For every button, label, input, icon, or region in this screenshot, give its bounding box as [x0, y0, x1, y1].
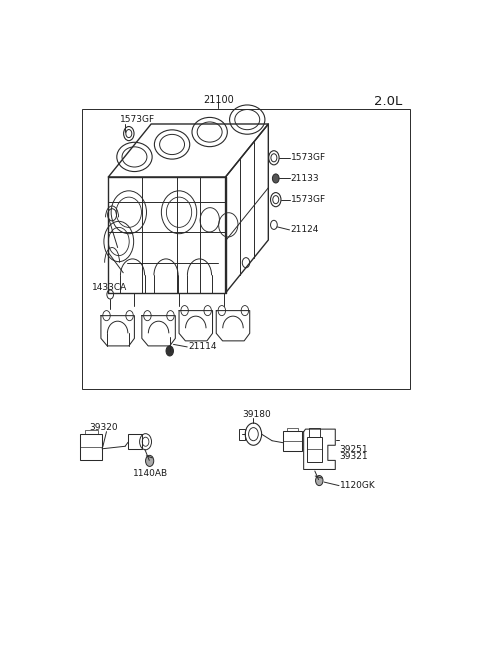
- Text: 39321: 39321: [340, 452, 368, 461]
- Text: 1140AB: 1140AB: [133, 468, 168, 477]
- Text: 1120GK: 1120GK: [340, 481, 375, 490]
- Bar: [128, 434, 142, 449]
- Circle shape: [145, 455, 154, 466]
- Text: 39251: 39251: [340, 445, 368, 454]
- Bar: [81, 434, 102, 460]
- Circle shape: [315, 476, 323, 485]
- Text: 21124: 21124: [290, 225, 319, 234]
- Text: 2.0L: 2.0L: [374, 95, 403, 107]
- Bar: [240, 428, 245, 440]
- Bar: [283, 430, 302, 451]
- Text: 1433CA: 1433CA: [92, 284, 127, 292]
- Text: 21114: 21114: [188, 343, 216, 352]
- Text: 21133: 21133: [290, 174, 319, 183]
- Text: 1573GF: 1573GF: [290, 195, 326, 204]
- Text: 39320: 39320: [89, 423, 118, 432]
- Bar: [309, 428, 321, 437]
- Text: 1573GF: 1573GF: [290, 153, 326, 162]
- Bar: [307, 437, 322, 462]
- Text: 21100: 21100: [203, 95, 234, 105]
- Bar: [85, 430, 98, 434]
- Circle shape: [166, 346, 173, 356]
- Circle shape: [273, 174, 279, 183]
- Text: 39180: 39180: [242, 410, 271, 419]
- Bar: [287, 428, 298, 430]
- Bar: [83, 109, 409, 389]
- Text: 1573GF: 1573GF: [120, 115, 156, 124]
